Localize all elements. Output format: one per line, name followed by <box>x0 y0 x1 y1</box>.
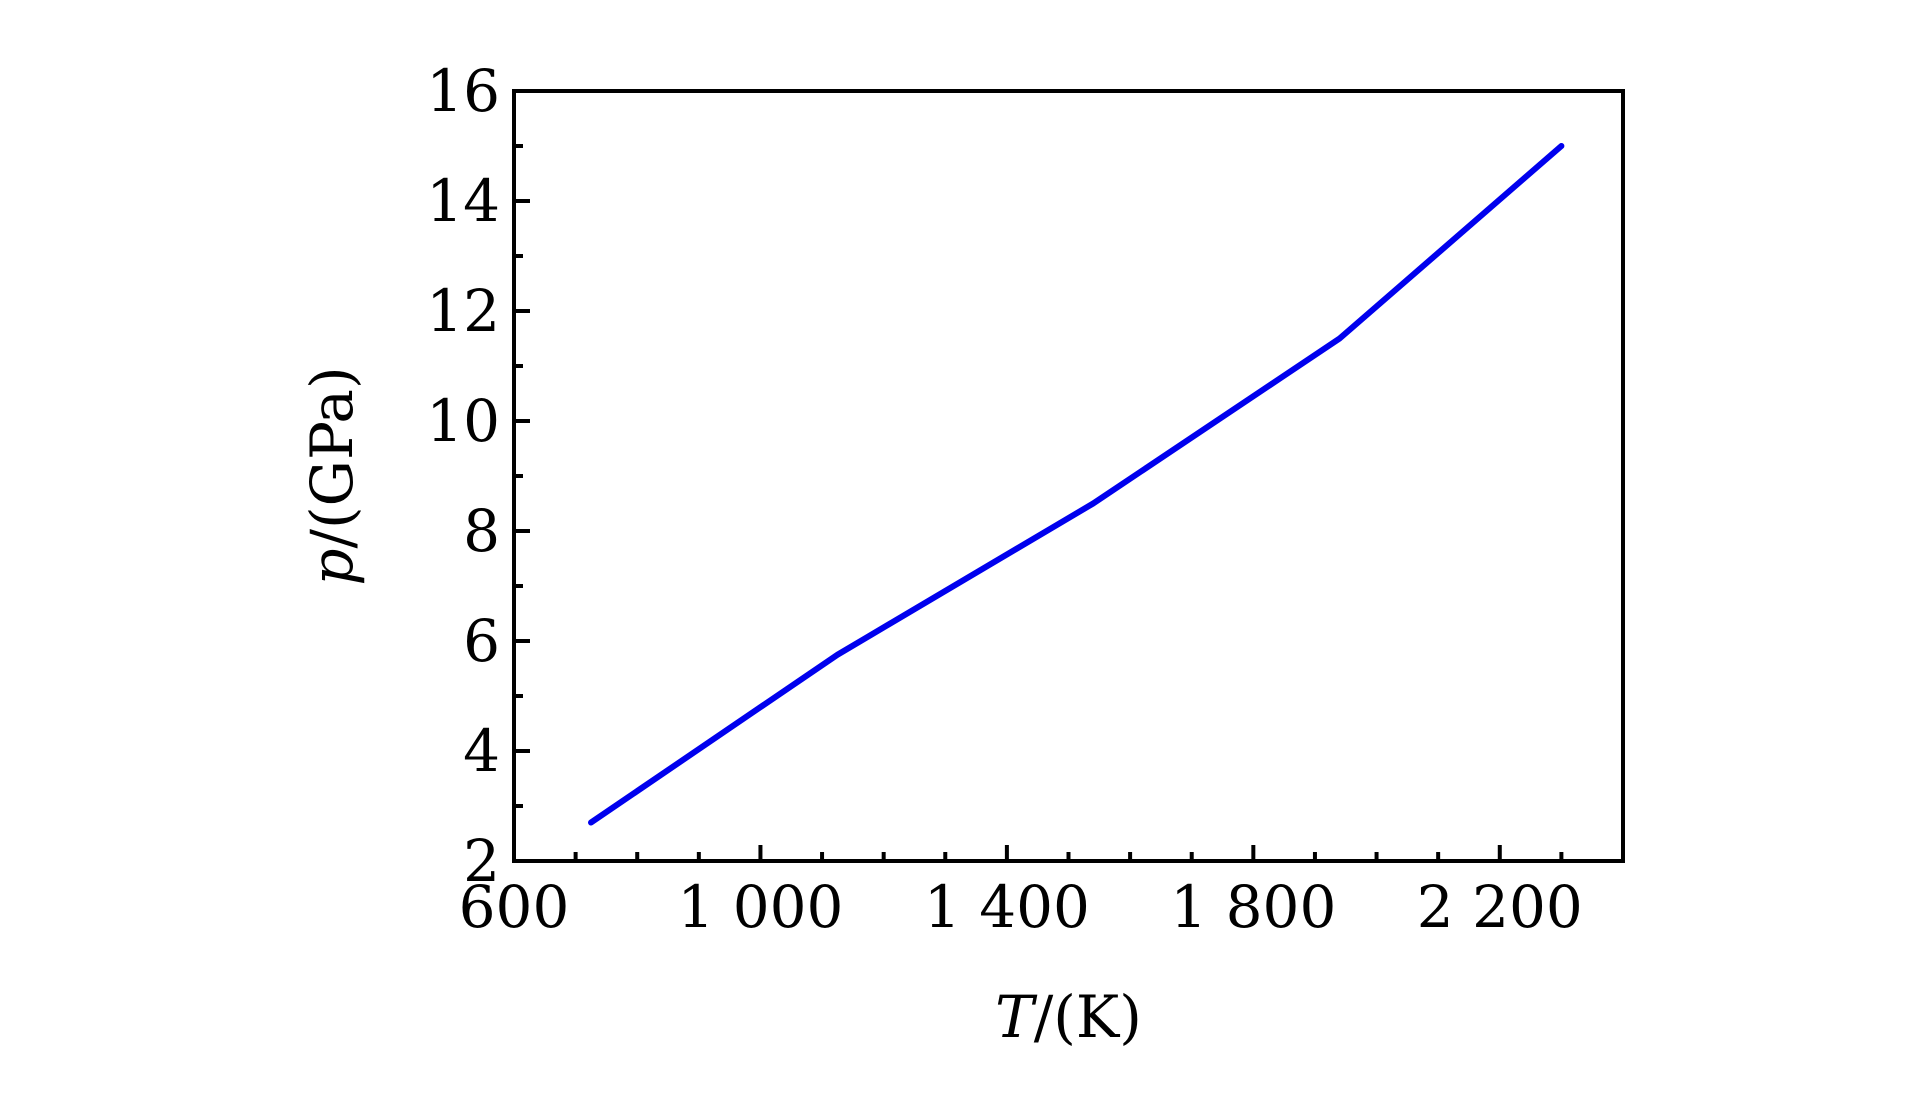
y-tick-label: 10 <box>426 387 500 455</box>
y-tick-label: 2 <box>463 827 500 895</box>
y-axis-unit: /(GPa) <box>298 366 366 548</box>
y-tick-label: 14 <box>426 167 500 235</box>
ticks-layer: 600 1 000 1 400 1 800 2 200 2 4 6 8 10 12 14 16 <box>426 57 1583 941</box>
x-tick-label: 600 <box>459 873 570 941</box>
series-line <box>588 143 1565 826</box>
series-layer <box>588 143 1565 826</box>
x-tick-label: 1 000 <box>677 873 843 941</box>
x-tick-label: 1 800 <box>1170 873 1336 941</box>
x-tick-label: 2 200 <box>1417 873 1583 941</box>
x-axis-variable: T <box>995 983 1038 1051</box>
y-axis-label: p/(GPa) <box>298 366 366 585</box>
x-tick-label: 1 400 <box>924 873 1090 941</box>
x-axis-unit: /(K) <box>1034 983 1142 1051</box>
plot-frame <box>512 89 1625 863</box>
y-tick-label: 8 <box>463 497 500 565</box>
y-tick-label: 4 <box>463 717 500 785</box>
x-axis-label: T/(K) <box>995 983 1142 1051</box>
y-tick-label: 16 <box>426 57 500 125</box>
y-tick-label: 6 <box>463 607 500 675</box>
y-tick-label: 12 <box>426 277 500 345</box>
y-axis-variable: p <box>298 549 366 586</box>
